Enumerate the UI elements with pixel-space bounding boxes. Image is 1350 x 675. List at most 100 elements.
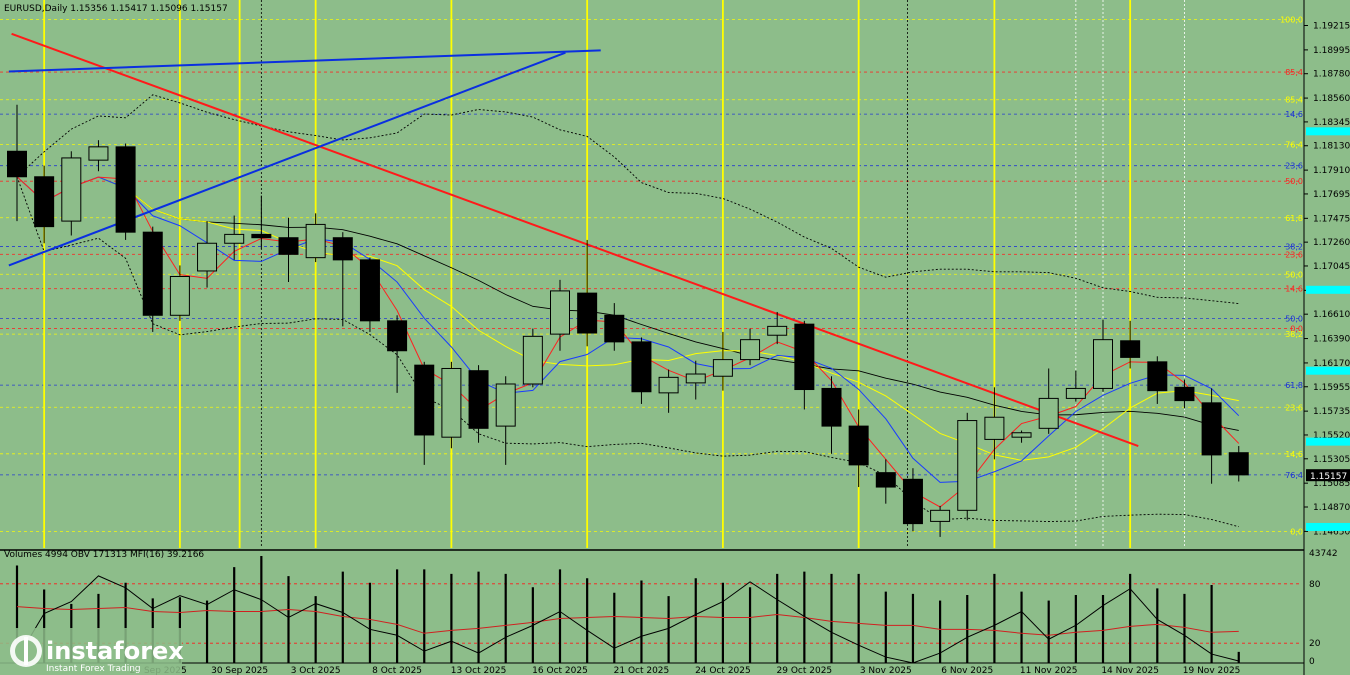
candle-body	[34, 176, 55, 228]
candle-body	[251, 233, 272, 239]
candle-body	[522, 335, 543, 385]
candle-body	[740, 339, 761, 361]
price-tick-label: 1.17045	[1313, 262, 1350, 272]
instaforex-logo: instaforex Instant Forex Trading	[0, 628, 184, 675]
candle-body	[441, 367, 462, 438]
candle-body	[875, 472, 896, 488]
volume-panel: 43742 80 20 0	[0, 549, 1338, 667]
price-tick-label: 1.18130	[1313, 142, 1350, 152]
candle-body	[984, 416, 1005, 440]
price-tick-label: 1.18995	[1313, 46, 1350, 56]
price-tick-label: 1.16610	[1313, 310, 1350, 320]
upper-band-line	[16, 94, 1239, 305]
fib-level-label: 0,0	[1290, 527, 1303, 536]
price-tick-label: 1.18560	[1313, 94, 1350, 104]
indicator-info: Volumes 4994 OBV 171313 MFI(16) 39.2166	[4, 550, 204, 560]
candle-body	[88, 146, 109, 161]
logo-mark-icon	[10, 635, 42, 667]
candle-body	[767, 325, 788, 336]
trendline	[11, 32, 1139, 447]
lower-band-line	[16, 176, 1239, 528]
trendlines	[8, 32, 1139, 447]
price-tick-label: 1.15735	[1313, 407, 1350, 417]
candle-body	[821, 387, 842, 427]
candle-body	[930, 509, 951, 522]
marked-level-box	[1306, 437, 1350, 446]
marked-level-box	[1306, 285, 1350, 294]
price-tick-label: 1.17475	[1313, 214, 1350, 224]
fib-level-label: 85,4	[1285, 96, 1303, 105]
fib-level-label: 14,6	[1285, 285, 1303, 294]
logo-tagline: Instant Forex Trading	[46, 664, 141, 674]
fib-level-label: 50,0	[1285, 315, 1303, 324]
candle-body	[142, 231, 163, 316]
candle-body	[1147, 361, 1168, 392]
candle-body	[1011, 432, 1032, 438]
candle-body	[414, 364, 435, 436]
candle-body	[604, 314, 625, 343]
fib-level-label: 14,6	[1285, 110, 1303, 119]
medium-ma-line	[16, 176, 1239, 461]
symbol-info: EURUSD,Daily 1.15356 1.15417 1.15096 1.1…	[4, 4, 228, 14]
marked-level-box	[1306, 522, 1350, 531]
time-tick-label: 3 Nov 2025	[860, 666, 912, 675]
slow-ma-line	[16, 176, 1239, 431]
candle-body	[197, 242, 218, 272]
trendline	[8, 51, 566, 267]
marked-level-box	[1306, 127, 1350, 136]
candle-body	[468, 370, 489, 429]
fib-level-label: 23,6	[1285, 162, 1303, 171]
fast-ma-line	[16, 176, 1240, 483]
fib-level-label: 50,0	[1285, 270, 1303, 279]
candle-body	[387, 320, 408, 352]
logo-brand: instaforex	[46, 637, 184, 665]
price-tick-label: 1.15305	[1313, 455, 1350, 465]
candle-body	[495, 383, 516, 427]
marked-level-box	[1306, 366, 1350, 375]
fib-level-label: 38,2	[1285, 243, 1303, 252]
time-tick-label: 24 Oct 2025	[695, 666, 751, 675]
candle-body	[794, 323, 815, 391]
price-tick-label: 1.15520	[1313, 431, 1350, 441]
candle-body	[957, 420, 978, 511]
volume-tick-label: 0	[1309, 657, 1315, 667]
price-tick-label: 1.18345	[1313, 118, 1350, 128]
price-tick-label: 1.17260	[1313, 238, 1350, 248]
price-tick-label: 1.18780	[1313, 70, 1350, 80]
candle-body	[1065, 387, 1086, 399]
mfi-line	[16, 606, 1239, 636]
obv-line	[16, 575, 1239, 664]
fib-level-label: 23,6	[1285, 403, 1303, 412]
price-axis: 1.19215 1.18995 1.18780 1.18560 1.18345 1.181…	[1303, 0, 1350, 675]
candle-body	[305, 223, 326, 259]
time-tick-label: 3 Oct 2025	[291, 666, 341, 675]
fib-level-label: 61,8	[1285, 214, 1303, 223]
candle-body	[712, 359, 733, 377]
candle-body	[902, 478, 923, 525]
volume-tick-label: 80	[1309, 580, 1321, 590]
volume-tick-label: 20	[1309, 639, 1321, 649]
candle-body	[631, 341, 652, 393]
current-price-box	[1306, 469, 1350, 482]
moving-average-lines	[16, 94, 1240, 528]
time-tick-label: 8 Oct 2025	[372, 666, 422, 675]
candle-body	[1174, 386, 1195, 402]
candle-body	[7, 150, 27, 178]
fib-level-label: 76,4	[1285, 471, 1303, 480]
price-tick-label: 1.16390	[1313, 335, 1350, 345]
trendline	[8, 49, 601, 73]
candle-body	[1093, 339, 1113, 389]
fib-level-label: 14,6	[1285, 450, 1303, 459]
time-tick-label: 11 Nov 2025	[1020, 666, 1078, 675]
candle-body	[1120, 340, 1141, 358]
candle-body	[658, 376, 679, 394]
fastest-ma-line	[16, 176, 1240, 508]
fib-level-label: 61,8	[1285, 381, 1303, 390]
price-tick-label: 1.15085	[1313, 479, 1350, 489]
fibonacci-levels: 100,085,485,414,676,423,650,061,838,223,…	[0, 15, 1303, 536]
current-price-label: 1.15157	[1310, 472, 1347, 482]
candle-body	[115, 146, 136, 233]
candle-body	[332, 237, 353, 261]
fib-level-label: 85,4	[1285, 68, 1303, 77]
